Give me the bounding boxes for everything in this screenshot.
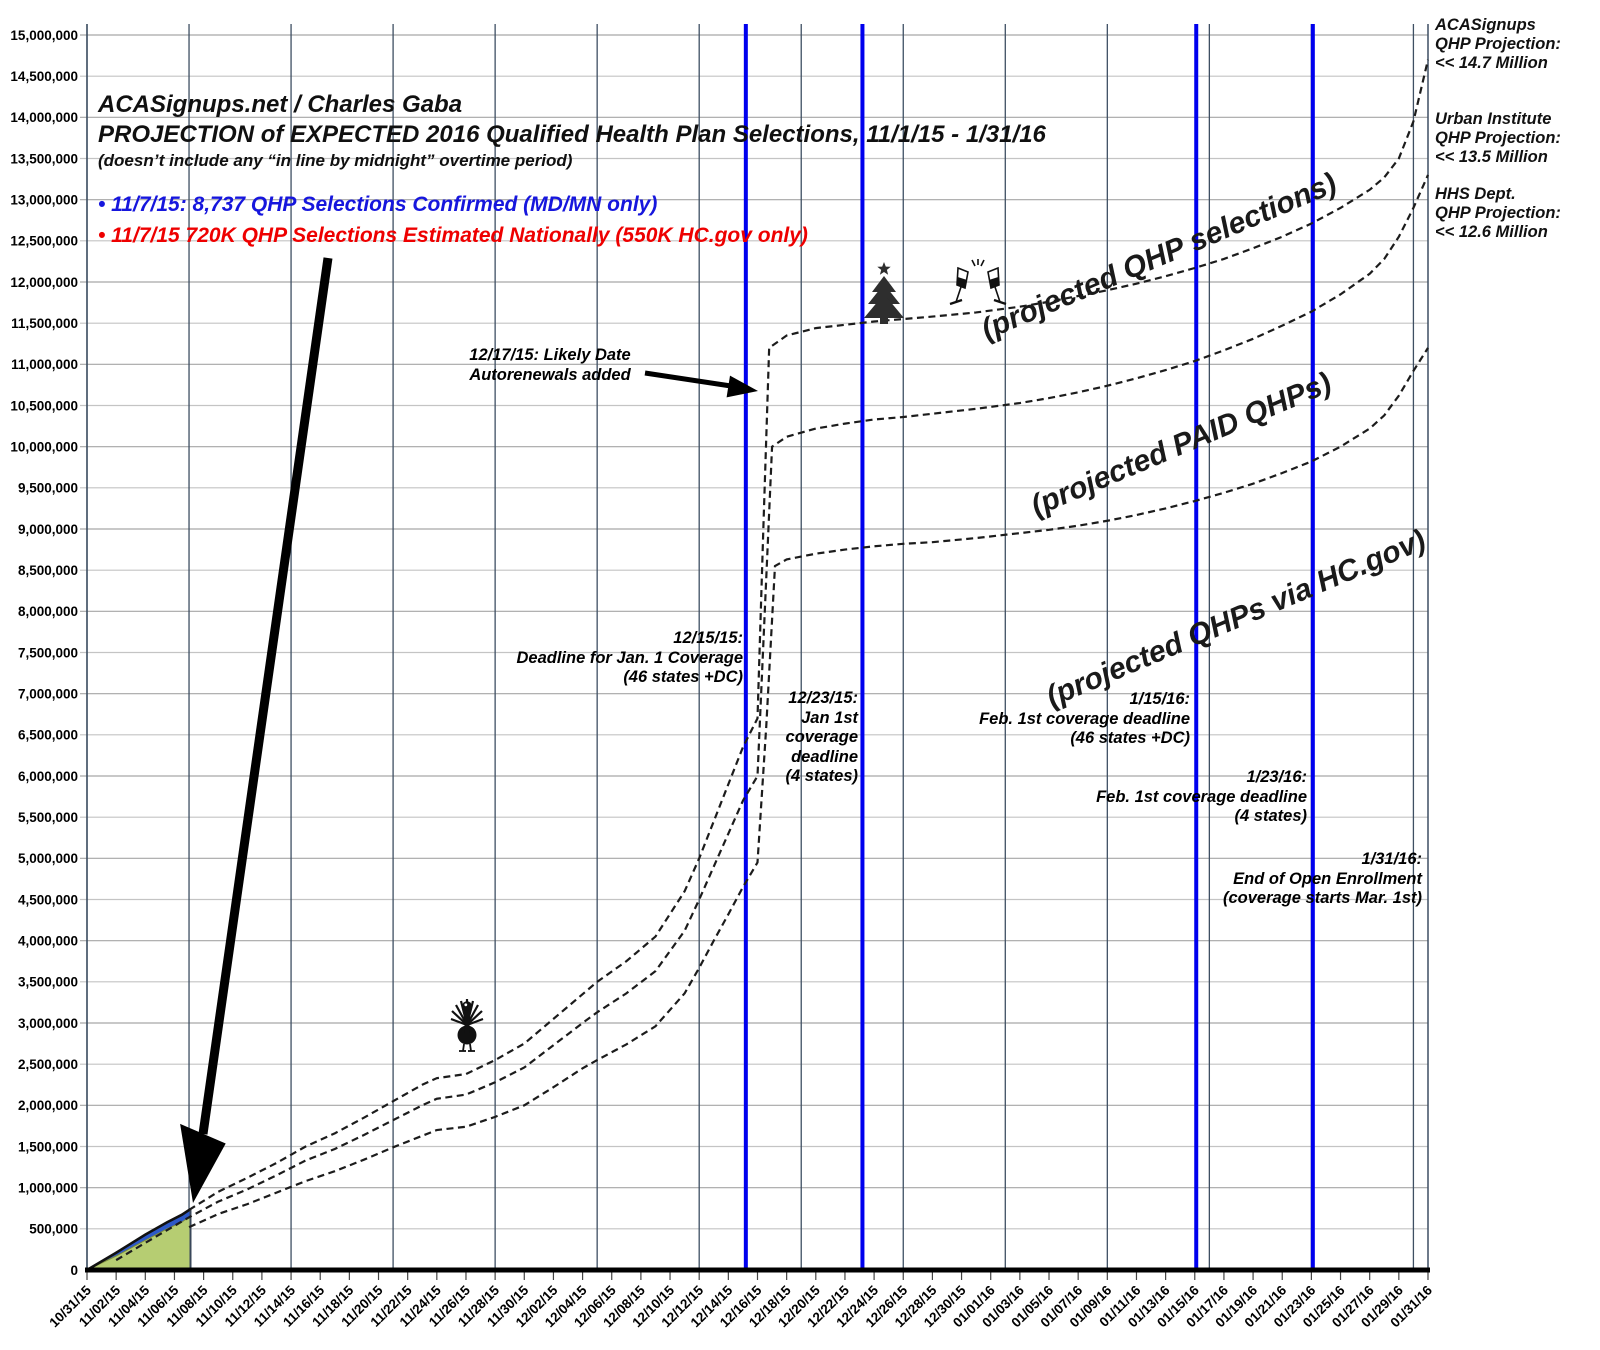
y-tick-label: 15,000,000 <box>10 28 78 43</box>
reference-value: << 12.6 Million <box>1435 223 1548 241</box>
annotation-jan31-end: 1/31/16: End of Open Enrollment (coverag… <box>1172 850 1422 909</box>
chart-shape <box>180 1123 226 1203</box>
annotation-line: 1/31/16: <box>1361 850 1422 868</box>
y-tick-label: 14,500,000 <box>10 69 78 84</box>
annotation-line: 12/15/15: <box>673 629 743 647</box>
y-tick-label: 2,500,000 <box>18 1057 78 1072</box>
annotation-line: (4 states) <box>1234 807 1307 825</box>
annotation-line: (46 states +DC) <box>1070 729 1190 747</box>
annotation-line: Feb. 1st coverage deadline <box>1096 787 1307 806</box>
y-tick-label: 6,500,000 <box>18 728 78 743</box>
annotation-line: Jan 1st <box>801 708 858 727</box>
y-tick-label: 3,500,000 <box>18 975 78 990</box>
annotation-line: deadline <box>791 747 858 766</box>
y-tick-label: 0 <box>70 1263 78 1278</box>
reference-hhs: HHS Dept. QHP Projection: << 12.6 Millio… <box>1435 185 1561 242</box>
y-tick-label: 1,500,000 <box>18 1139 78 1154</box>
annotation-line: Deadline for Jan. 1 Coverage <box>516 648 744 667</box>
bullet-estimated-selections: • 11/7/15 720K QHP Selections Estimated … <box>98 224 808 247</box>
y-tick-label: 500,000 <box>29 1222 78 1237</box>
reference-acasignups: ACASignups QHP Projection: << 14.7 Milli… <box>1435 16 1561 73</box>
reference-line: QHP Projection: <box>1435 204 1561 222</box>
title-block: ACASignups.net / Charles Gaba PROJECTION… <box>98 90 1046 172</box>
champagne-toast-icon <box>948 258 1008 320</box>
reference-line: Urban Institute <box>1435 110 1552 128</box>
y-tick-label: 6,000,000 <box>18 769 78 784</box>
y-tick-label: 5,000,000 <box>18 851 78 866</box>
annotation-line: coverage <box>785 728 858 746</box>
annotation-jan23-deadline: 1/23/16: Feb. 1st coverage deadline (4 s… <box>1057 768 1307 827</box>
y-tick-label: 9,000,000 <box>18 522 78 537</box>
y-tick-label: 1,000,000 <box>18 1180 78 1195</box>
y-tick-label: 13,000,000 <box>10 192 78 207</box>
y-tick-label: 7,000,000 <box>18 686 78 701</box>
y-tick-label: 2,000,000 <box>18 1098 78 1113</box>
annotation-line: (coverage starts Mar. 1st) <box>1222 889 1422 907</box>
annotation-line: Feb. 1st coverage deadline <box>979 709 1190 728</box>
christmas-tree-icon <box>860 260 908 326</box>
chart-shape <box>726 375 758 398</box>
annotation-line: Autorenewals added <box>469 365 631 384</box>
projection-curve <box>188 347 1429 1229</box>
annotation-line: 1/23/16: <box>1246 768 1307 786</box>
reference-value: << 14.7 Million <box>1435 54 1548 72</box>
y-tick-label: 3,000,000 <box>18 1016 78 1031</box>
y-tick-label: 4,500,000 <box>18 892 78 907</box>
turkey-icon <box>448 993 486 1055</box>
annotation-line: 1/15/16: <box>1129 690 1190 708</box>
page-subtitle: PROJECTION of EXPECTED 2016 Qualified He… <box>98 121 1046 148</box>
chart-shape <box>644 370 732 389</box>
reference-line: HHS Dept. <box>1435 185 1516 203</box>
page-title: ACASignups.net / Charles Gaba <box>98 91 463 118</box>
y-tick-label: 7,500,000 <box>18 645 78 660</box>
y-tick-label: 4,000,000 <box>18 933 78 948</box>
title-disclaimer: (doesn’t include any “in line by midnigh… <box>98 151 573 170</box>
y-tick-label: 12,000,000 <box>10 275 78 290</box>
reference-line: QHP Projection: <box>1435 35 1561 53</box>
callout-arrow-autorenewals <box>644 370 758 398</box>
annotation-autorenewals: 12/17/15: Likely Date Autorenewals added <box>455 346 645 385</box>
y-tick-label: 5,500,000 <box>18 810 78 825</box>
callout-arrow-actuals <box>180 257 333 1203</box>
y-tick-label: 8,500,000 <box>18 563 78 578</box>
actual-total-line <box>86 1207 192 1272</box>
y-tick-label: 13,500,000 <box>10 151 78 166</box>
reference-line: QHP Projection: <box>1435 129 1561 147</box>
star-icon <box>877 262 891 275</box>
y-tick-label: 12,500,000 <box>10 234 78 249</box>
annotation-dec15-deadline: 12/15/15: Deadline for Jan. 1 Coverage (… <box>443 629 744 688</box>
annotation-dec23-deadline: 12/23/15: Jan 1st coverage deadline (4 s… <box>658 689 858 787</box>
reference-urban-institute: Urban Institute QHP Projection: << 13.5 … <box>1435 110 1561 167</box>
annotation-line: 12/17/15: Likely Date <box>469 346 631 364</box>
y-tick-label: 10,000,000 <box>10 439 78 454</box>
projection-curve <box>188 59 1430 1211</box>
chart-shape <box>198 257 333 1135</box>
y-tick-label: 11,500,000 <box>11 316 78 331</box>
bullet-confirmed-selections: • 11/7/15: 8,737 QHP Selections Confirme… <box>98 193 658 216</box>
projection-curve <box>115 174 1429 1262</box>
y-tick-label: 9,500,000 <box>18 481 78 496</box>
y-tick-label: 14,000,000 <box>10 110 78 125</box>
reference-line: ACASignups <box>1435 16 1536 34</box>
annotation-line: (46 states +DC) <box>623 668 743 686</box>
y-tick-label: 11,000,000 <box>11 357 78 372</box>
annotation-line: (4 states) <box>785 767 858 785</box>
annotation-line: End of Open Enrollment <box>1233 869 1422 888</box>
reference-value: << 13.5 Million <box>1435 148 1548 166</box>
y-tick-label: 10,500,000 <box>10 398 78 413</box>
annotation-line: 12/23/15: <box>788 689 858 707</box>
y-tick-label: 8,000,000 <box>18 604 78 619</box>
annotation-jan15-deadline: 1/15/16: Feb. 1st coverage deadline (46 … <box>940 690 1190 749</box>
